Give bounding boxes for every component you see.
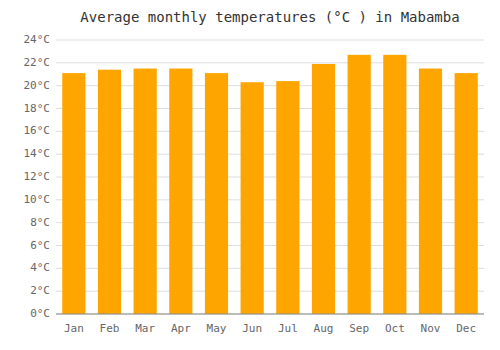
grid-line [56,40,484,41]
x-tick-label: Nov [421,322,441,335]
bar [98,70,121,314]
bar [276,81,299,314]
bar [312,64,335,314]
y-tick-label: 2°C [30,284,50,297]
bar [205,73,228,314]
bar [383,55,406,314]
x-tick-label: Aug [314,322,334,335]
x-tick-label: Dec [456,322,476,335]
y-tick-label: 16°C [24,124,51,137]
bar [419,69,442,314]
chart-container: Average monthly temperatures (°C ) in Ma… [0,0,500,350]
bar [134,69,157,314]
y-tick-label: 6°C [30,239,50,252]
grid-line [56,314,484,315]
y-axis: 0°C 2°C 4°C 6°C 8°C 10°C 12°C 14°C 16°C 18°C 20°C 2… [24,33,51,320]
bars [62,55,478,314]
bar [455,73,478,314]
y-tick-label: 4°C [30,261,50,274]
x-axis-line [56,314,484,315]
x-axis: Jan Feb Mar Apr May Jun Jul Aug Sep Oct Nov Dec [56,314,484,335]
title: Average monthly temperatures (°C ) in Ma… [80,9,459,25]
chart: Average monthly temperatures (°C ) in Ma… [0,0,500,350]
x-tick-label: Oct [385,322,405,335]
y-tick-label: 8°C [30,216,50,229]
y-tick-label: 20°C [24,79,51,92]
x-tick-label: Apr [171,322,191,335]
bar [348,55,371,314]
x-tick-label: Jul [278,322,298,335]
y-tick-label: 18°C [24,102,51,115]
y-tick-label: 24°C [24,33,51,46]
x-tick-label: Sep [349,322,369,335]
y-tick-label: 0°C [30,307,50,320]
bar [62,73,85,314]
y-tick-label: 14°C [24,147,51,160]
bar [241,82,264,314]
x-tick-label: Jun [242,322,262,335]
x-tick-label: May [207,322,227,335]
y-tick-label: 10°C [24,193,51,206]
x-tick-label: Feb [100,322,120,335]
y-tick-label: 12°C [24,170,51,183]
grid-line [56,62,484,63]
y-tick-label: 22°C [24,56,51,69]
x-tick-label: Mar [135,322,155,335]
grid [56,40,484,314]
x-tick-label: Jan [64,322,84,335]
bar [169,69,192,314]
